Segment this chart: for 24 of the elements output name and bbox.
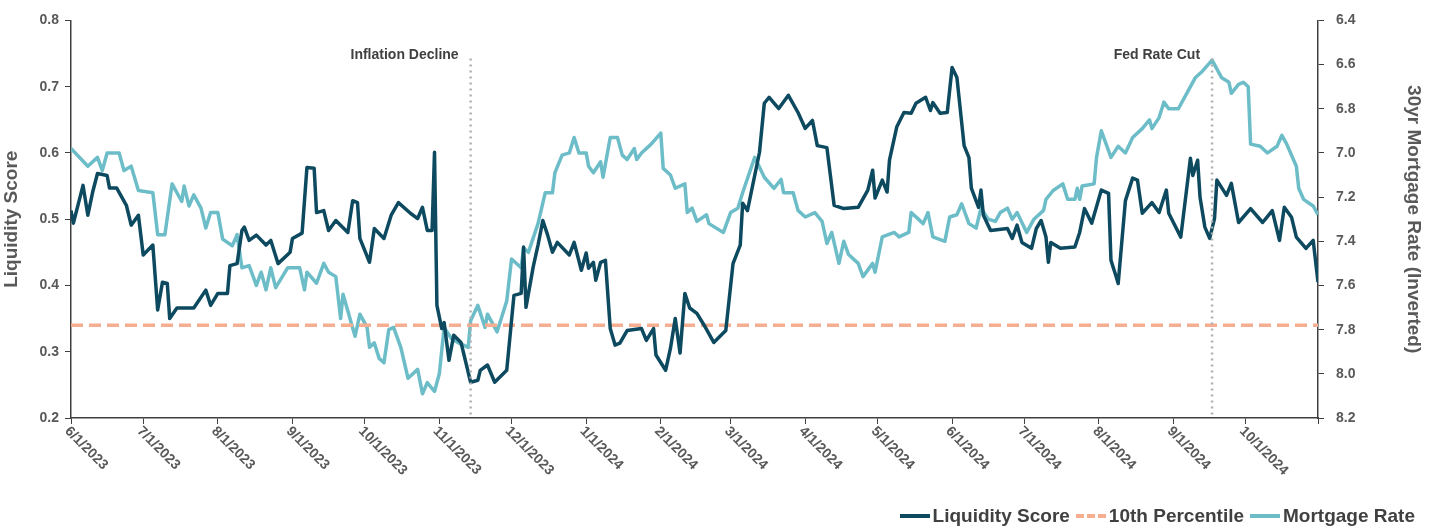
y2-tick-label: 8.0 (1336, 364, 1356, 381)
y-axis-title: Liquidity Score (0, 150, 21, 288)
y-tick-label: 0.7 (39, 77, 60, 94)
legend-label: Mortgage Rate (1283, 505, 1415, 527)
y2-tick-label: 6.4 (1336, 11, 1356, 28)
y2-tick-label: 7.0 (1336, 143, 1356, 160)
y-tick-label: 0.5 (39, 210, 60, 227)
y2-tick-label: 6.6 (1336, 55, 1356, 72)
ref-line-label: Inflation Decline (350, 46, 459, 63)
y2-tick-label: 7.8 (1336, 320, 1356, 337)
legend-label: 10th Percentile (1108, 505, 1245, 527)
ref-line-label: Fed Rate Cut (1113, 46, 1201, 63)
y-tick-label: 0.3 (39, 342, 60, 359)
y-tick-label: 0.8 (39, 11, 60, 28)
y2-tick-label: 7.4 (1336, 232, 1356, 249)
y-tick-label: 0.4 (39, 276, 60, 293)
y2-tick-label: 7.6 (1336, 276, 1356, 293)
y2-axis-title: 30yr Mortgage Rate (Inverted) (1404, 85, 1426, 354)
y2-tick-label: 8.2 (1336, 408, 1356, 425)
y-tick-label: 0.6 (39, 143, 60, 160)
y-tick-label: 0.2 (39, 408, 60, 425)
legend-label: Liquidity Score (932, 505, 1070, 527)
y2-tick-label: 6.8 (1336, 99, 1356, 116)
y2-tick-label: 7.2 (1336, 187, 1356, 204)
